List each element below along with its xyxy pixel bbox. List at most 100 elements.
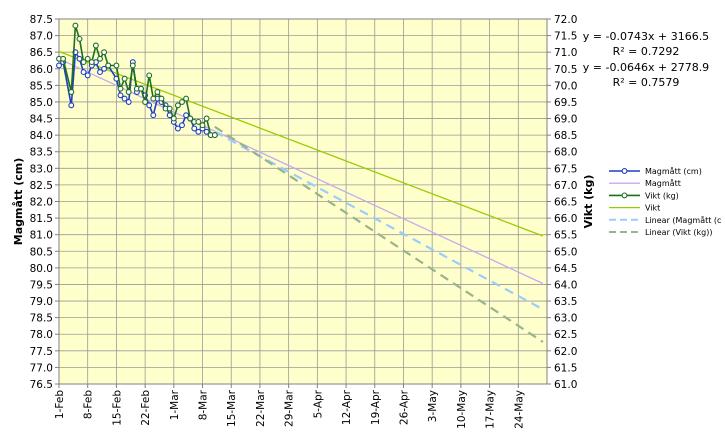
right-tick-label: 70.5 <box>554 64 577 76</box>
left-axis-title: Magmått (cm) <box>12 158 25 246</box>
x-tick-label: 5-Apr <box>312 389 324 418</box>
equation-1: y = -0.0743x + 3166.5 <box>583 30 709 43</box>
right-tick-label: 69.5 <box>554 97 577 109</box>
right-tick-label: 71.5 <box>554 31 577 43</box>
x-tick-label: 29-Mar <box>284 389 296 427</box>
x-tick-label: 19-Apr <box>370 389 382 425</box>
x-tick-label: 3-May <box>427 390 439 422</box>
data-point-vikt-kg <box>179 99 185 105</box>
data-point-magm-tt-cm <box>125 99 132 105</box>
series-line-magm-tt <box>58 58 544 285</box>
data-point-magm-tt-cm <box>68 102 75 109</box>
series-line-vikt <box>58 50 544 237</box>
data-point-vikt-kg <box>150 95 157 102</box>
x-tick-label: 15-Feb <box>111 390 123 426</box>
right-tick-label: 68.0 <box>554 147 577 159</box>
data-point-vikt-kg <box>142 99 149 105</box>
left-tick-label: 87.5 <box>30 14 53 26</box>
data-point-vikt-kg <box>154 89 161 95</box>
data-point-vikt-kg <box>121 75 128 82</box>
data-point-magm-tt-cm <box>121 95 128 102</box>
x-tick-label: 1-Mar <box>169 389 181 420</box>
right-tick-label: 69.0 <box>554 114 577 126</box>
data-point-vikt-kg <box>211 132 218 139</box>
data-point-magm-tt-cm <box>183 112 190 119</box>
right-tick-label: 67.5 <box>554 163 577 175</box>
right-tick-label: 66.5 <box>554 197 577 209</box>
legend-label-vikt-kg: Vikt (kg) <box>645 191 679 200</box>
data-point-magm-tt-cm <box>80 69 87 76</box>
data-point-vikt-kg <box>97 55 103 62</box>
left-tick-label: 83.5 <box>30 147 53 159</box>
data-point-magm-tt-cm <box>146 102 153 109</box>
left-tick-label: 81.5 <box>30 213 53 225</box>
right-tick-label: 68.5 <box>554 130 577 142</box>
left-tick-label: 82.0 <box>30 197 53 209</box>
series-layer <box>56 22 544 343</box>
data-point-vikt-kg <box>76 35 83 42</box>
right-tick-label: 67.0 <box>554 180 577 192</box>
right-tick-label: 63.5 <box>554 296 577 308</box>
right-tick-label: 65.5 <box>554 230 577 242</box>
left-tick-label: 83.0 <box>30 163 53 175</box>
right-axis-ticks: 61.0 61.5 62.0 62.5 63.0 63.5 64.0 64.5 65.0 65.5… <box>547 14 577 391</box>
data-point-vikt-kg <box>92 42 99 49</box>
data-point-vikt-kg <box>72 22 79 29</box>
data-point-vikt-kg <box>195 118 202 125</box>
data-point-vikt-kg <box>146 72 153 79</box>
data-point-vikt-kg <box>113 62 120 69</box>
data-point-magm-tt-cm <box>76 55 83 62</box>
left-tick-label: 79.5 <box>30 279 53 291</box>
right-tick-label: 71.0 <box>554 47 577 59</box>
right-tick-label: 72.0 <box>554 14 577 26</box>
x-tick-label: 15-Mar <box>226 389 238 427</box>
left-tick-label: 80.5 <box>30 246 53 258</box>
x-tick-label: 26-Apr <box>398 389 410 425</box>
left-tick-label: 78.5 <box>30 313 53 325</box>
horizontal-gridlines <box>59 18 547 385</box>
data-point-vikt-kg <box>129 62 136 69</box>
x-tick-label: 10-May <box>456 390 468 429</box>
data-point-magm-tt-cm <box>203 128 210 135</box>
right-tick-label: 61.5 <box>554 362 577 374</box>
left-tick-label: 86.5 <box>30 47 53 59</box>
data-point-magm-tt-cm <box>191 125 198 132</box>
right-tick-label: 62.5 <box>554 329 577 341</box>
series-line-linear-vikt-kg <box>214 125 544 343</box>
left-tick-label: 85.5 <box>30 80 53 92</box>
data-point-vikt-kg <box>84 55 91 62</box>
left-tick-label: 86.0 <box>30 64 53 76</box>
left-tick-label: 81.0 <box>30 230 53 242</box>
x-tick-label: 24-May <box>513 390 525 429</box>
right-tick-label: 64.5 <box>554 263 577 275</box>
right-tick-label: 64.0 <box>554 279 577 291</box>
left-tick-label: 77.0 <box>30 362 53 374</box>
data-point-vikt-kg <box>105 62 112 69</box>
data-point-vikt-kg <box>138 85 144 92</box>
x-tick-label: 8-Mar <box>198 389 210 420</box>
data-point-magm-tt-cm <box>179 122 185 129</box>
left-tick-label: 78.0 <box>30 329 53 341</box>
right-axis-title: Vikt (kg) <box>582 175 595 229</box>
data-point-magm-tt-cm <box>150 112 157 119</box>
legend-label-magm-tt-cm: Magmått (cm) <box>645 166 702 176</box>
legend-marker-magm-tt-cm <box>621 168 628 174</box>
x-tick-label: 22-Mar <box>255 389 267 427</box>
legend: Magmått (cm) Magmått Vikt (kg) Vikt Linear (… <box>609 166 721 237</box>
x-tick-label: 17-May <box>485 390 497 429</box>
data-point-magm-tt-cm <box>97 69 103 76</box>
x-tick-label: 12-Apr <box>341 389 353 425</box>
right-tick-label: 66.0 <box>554 213 577 225</box>
left-axis-ticks: 76.5 77.0 77.5 78.0 78.5 79.0 79.5 80.0 80.5 81.0… <box>30 14 59 391</box>
equation-2: y = -0.0646x + 2778.9 <box>583 61 709 74</box>
data-point-magm-tt-cm <box>84 72 91 79</box>
left-tick-label: 84.0 <box>30 130 53 142</box>
left-tick-label: 80.0 <box>30 263 53 275</box>
left-tick-label: 85.0 <box>30 97 53 109</box>
data-point-vikt-kg <box>170 115 177 122</box>
data-point-magm-tt-cm <box>117 92 124 99</box>
data-point-vikt-kg <box>199 122 206 129</box>
x-tick-label: 1-Feb <box>54 390 66 419</box>
